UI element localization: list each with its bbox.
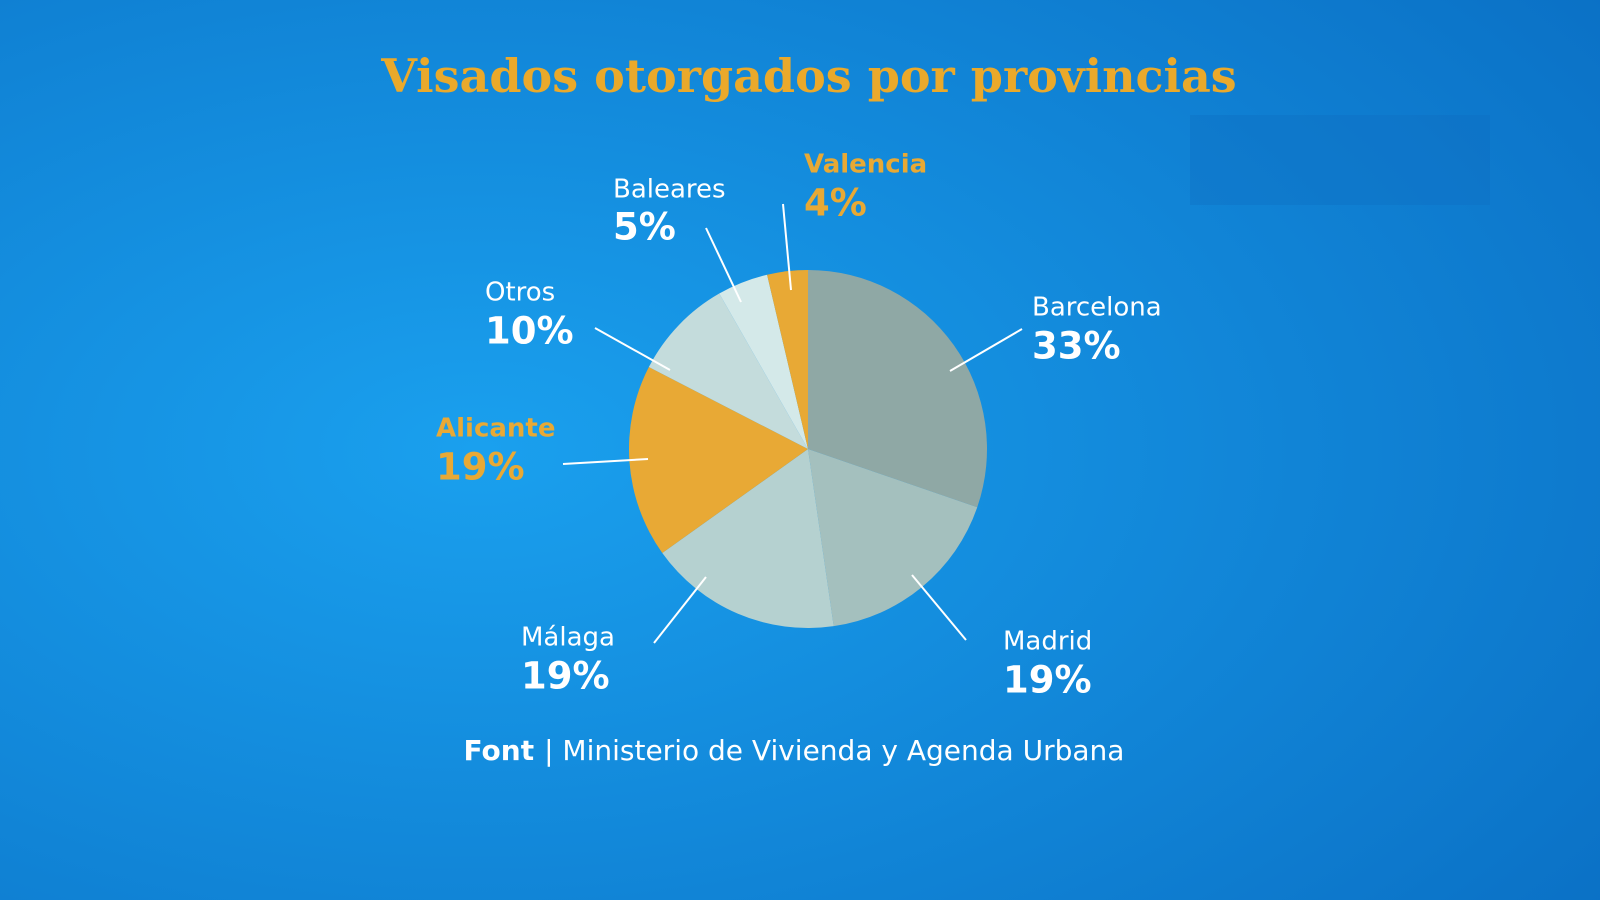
pie-slice — [808, 270, 987, 508]
leader-line — [594, 327, 671, 371]
slice-value: 19% — [1003, 659, 1092, 702]
slice-value: 33% — [1032, 325, 1121, 368]
slice-name: Baleares — [613, 175, 726, 205]
leader-line — [653, 576, 707, 644]
leader-line — [705, 227, 742, 303]
leader-line — [949, 328, 1023, 372]
pie-slice — [662, 449, 834, 629]
pie-slice — [648, 293, 808, 449]
slice-name: Otros — [485, 278, 555, 308]
slice-value: 19% — [436, 446, 525, 489]
source-label: Font — [464, 734, 535, 767]
leader-line — [782, 203, 792, 291]
slice-value: 19% — [521, 655, 610, 698]
source: Font | Ministerio de Vivienda y Agenda Ur… — [464, 734, 1125, 767]
pie-slice — [629, 367, 808, 553]
pie-slice — [808, 449, 978, 627]
decor — [1190, 115, 1490, 205]
slice-name: Barcelona — [1032, 293, 1162, 323]
pie-slice — [719, 274, 808, 449]
leader-line — [911, 574, 967, 641]
source-text: | Ministerio de Vivienda y Agenda Urbana — [544, 734, 1124, 767]
slice-name: Valencia — [804, 150, 927, 180]
slice-value: 4% — [804, 182, 867, 225]
chart-title: Visados otorgados por provincias — [380, 49, 1236, 103]
slice-name: Madrid — [1003, 627, 1092, 657]
slice-name: Alicante — [436, 414, 555, 444]
slice-name: Málaga — [521, 623, 615, 653]
leader-line — [562, 458, 649, 465]
slice-value: 10% — [485, 310, 574, 353]
pie-slice — [767, 270, 808, 449]
slice-value: 5% — [613, 206, 676, 249]
